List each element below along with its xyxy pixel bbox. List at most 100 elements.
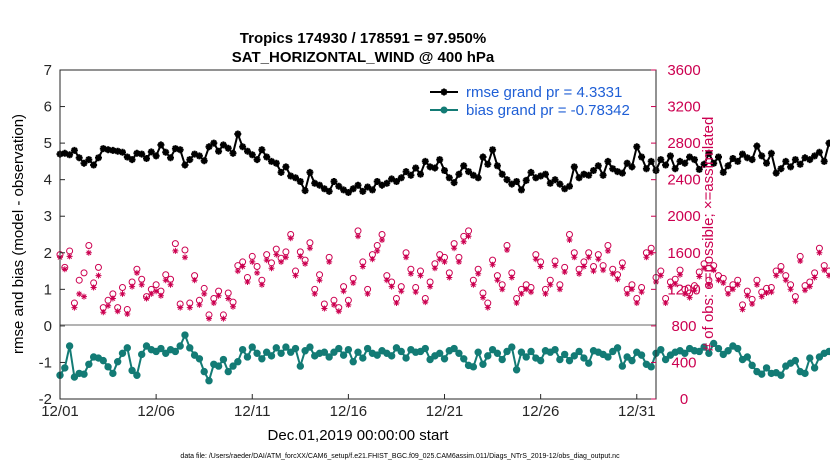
rmse-point <box>90 161 98 169</box>
bias-point <box>296 362 305 370</box>
obs-possible-point <box>229 298 237 306</box>
legend-bias-marker <box>440 106 448 114</box>
obs-assimilated-point <box>182 254 188 261</box>
obs-assimilated-point <box>513 300 520 306</box>
obs-assimilated-point <box>561 269 568 275</box>
bias-point <box>681 349 689 358</box>
bias-point <box>138 350 146 359</box>
bias-point <box>157 344 165 353</box>
obs-assimilated-point <box>340 288 347 295</box>
rmse-point <box>662 161 670 169</box>
obs-possible-point <box>412 284 420 292</box>
bias-point <box>219 355 228 364</box>
rmse-point <box>335 182 343 190</box>
bias-point <box>301 347 309 355</box>
rmse-point <box>224 144 232 152</box>
rmse-point <box>657 156 665 164</box>
rmse-point <box>436 156 444 164</box>
obs-assimilated-point <box>576 270 583 277</box>
obs-assimilated-point <box>210 300 217 306</box>
rmse-point <box>623 159 631 167</box>
obs-assimilated-point <box>191 277 198 284</box>
obs-assimilated-point <box>153 288 160 295</box>
obs-possible-point <box>311 285 319 293</box>
obs-assimilated-point <box>258 281 265 288</box>
bias-point <box>474 348 482 356</box>
bias-point <box>224 367 232 376</box>
rmse-point <box>95 154 102 162</box>
rmse-point <box>527 168 535 176</box>
obs-possible-point <box>806 278 814 286</box>
obs-assimilated-point <box>542 290 549 297</box>
rmse-point <box>176 146 184 154</box>
obs-possible-point <box>796 252 804 260</box>
obs-assimilated-point <box>297 253 304 260</box>
obs-possible-point <box>104 296 112 304</box>
obs-assimilated-point <box>662 300 669 306</box>
right-y-axis: 0 400 800 1200 1600 2000 2400 2800 3200 3600 <box>651 62 701 408</box>
obs-possible-series <box>56 227 830 319</box>
obs-possible-point <box>695 268 703 276</box>
obs-assimilated-point <box>677 271 683 278</box>
obs-possible-point <box>287 231 295 238</box>
rmse-point <box>715 153 722 161</box>
obs-possible-point <box>662 294 670 302</box>
rmse-point <box>493 162 501 170</box>
bias-point <box>118 349 127 358</box>
obs-possible-point <box>618 259 626 267</box>
obs-possible-point <box>253 262 261 270</box>
obs-possible-point <box>676 266 684 274</box>
rmse-point <box>666 152 674 160</box>
bias-point <box>335 344 343 353</box>
bias-point <box>580 354 588 362</box>
obs-possible-point <box>527 284 535 292</box>
rmse-point <box>85 156 93 164</box>
obs-assimilated-point <box>537 263 544 270</box>
obs-assimilated-point <box>95 272 102 279</box>
obs-assimilated-point <box>633 300 640 306</box>
obs-assimilated-point <box>725 290 732 297</box>
bias-point <box>493 349 502 358</box>
rmse-point <box>99 145 107 153</box>
obs-assimilated-point <box>758 293 765 300</box>
rmse-point <box>700 160 708 168</box>
rmse-point <box>292 174 299 182</box>
rmse-point <box>383 179 391 187</box>
obs-possible-point <box>186 299 194 307</box>
rmse-point <box>537 172 545 180</box>
rmse-point <box>642 165 650 173</box>
right-tick-label: 800 <box>671 318 696 335</box>
obs-possible-point <box>66 247 74 255</box>
obs-assimilated-point <box>494 277 501 284</box>
rmse-point <box>820 157 828 165</box>
bias-point <box>171 347 180 356</box>
obs-possible-point <box>594 251 602 259</box>
left-tick-label: 0 <box>44 318 52 335</box>
obs-assimilated-point <box>157 292 164 299</box>
obs-assimilated-point <box>465 233 472 240</box>
bias-point <box>282 343 290 351</box>
rmse-point <box>580 170 588 178</box>
obs-assimilated-point <box>172 247 179 254</box>
obs-possible-point <box>344 296 352 304</box>
bias-point <box>387 352 396 360</box>
obs-assimilated-point <box>90 284 97 291</box>
rmse-point <box>244 147 251 155</box>
rmse-point <box>426 163 434 171</box>
obs-assimilated-point <box>778 268 784 275</box>
x-tick-label: 12/16 <box>330 403 368 420</box>
obs-possible-point <box>85 241 93 249</box>
bias-point <box>190 351 199 359</box>
rmse-point <box>479 153 487 161</box>
obs-possible-point <box>320 300 328 308</box>
obs-assimilated-point <box>609 270 616 277</box>
bias-point <box>810 364 819 372</box>
bias-point <box>440 355 449 363</box>
bias-point <box>61 364 69 372</box>
obs-assimilated-point <box>138 281 145 288</box>
legend-rmse-asterisk <box>440 88 448 96</box>
bias-point <box>325 353 333 361</box>
obs-assimilated-point <box>422 299 429 306</box>
obs-assimilated-point <box>71 304 78 311</box>
left-tick-label: 1 <box>44 281 52 298</box>
